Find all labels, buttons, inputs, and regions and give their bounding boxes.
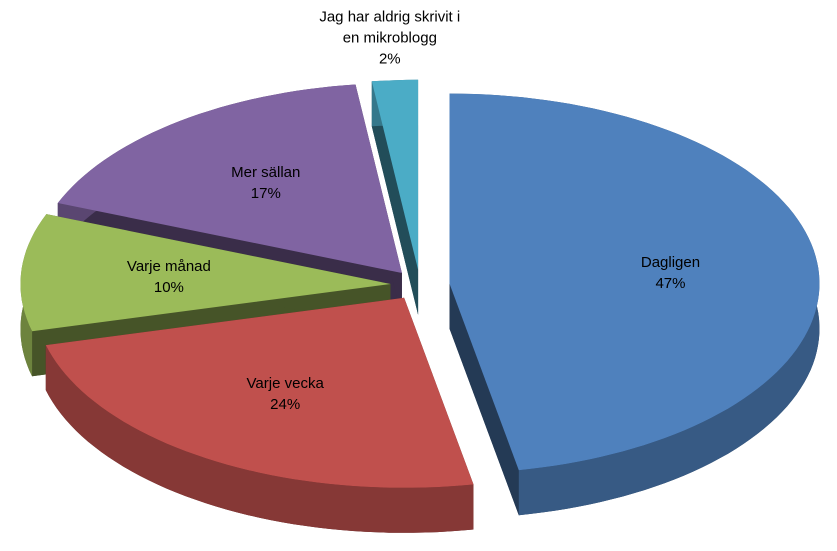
slice-outer-wall [45, 345, 474, 533]
slice-value-label: 10% [153, 278, 184, 296]
slice-value-label: 47% [655, 274, 686, 292]
slice-top [371, 79, 419, 270]
slice-top [20, 214, 391, 332]
slice-category: Mer sällan [231, 163, 301, 181]
slice-category: Jag har aldrig skrivit i en mikroblogg [319, 8, 461, 47]
slice-radial-wall [449, 283, 519, 516]
slice-label: Varje månad 10% [94, 256, 244, 298]
slice-category: Dagligen [640, 253, 701, 271]
slice-value-label: 24% [270, 396, 301, 414]
slice-label: Dagligen 47% [595, 252, 745, 294]
slice-top [449, 93, 820, 471]
slice-category: Varje månad [126, 257, 211, 275]
slice-top [45, 297, 474, 488]
slice-top [57, 84, 402, 273]
slice-label: Mer sällan 17% [191, 162, 341, 204]
slice-label: Jag har aldrig skrivit i en mikroblogg 2% [315, 7, 465, 70]
slice-label: Varje vecka 24% [210, 373, 360, 415]
slice-value-label: 2% [378, 50, 401, 68]
slice-category: Varje vecka [246, 375, 324, 393]
slice-value-label: 17% [250, 184, 281, 202]
slice-radial-wall [371, 81, 419, 315]
